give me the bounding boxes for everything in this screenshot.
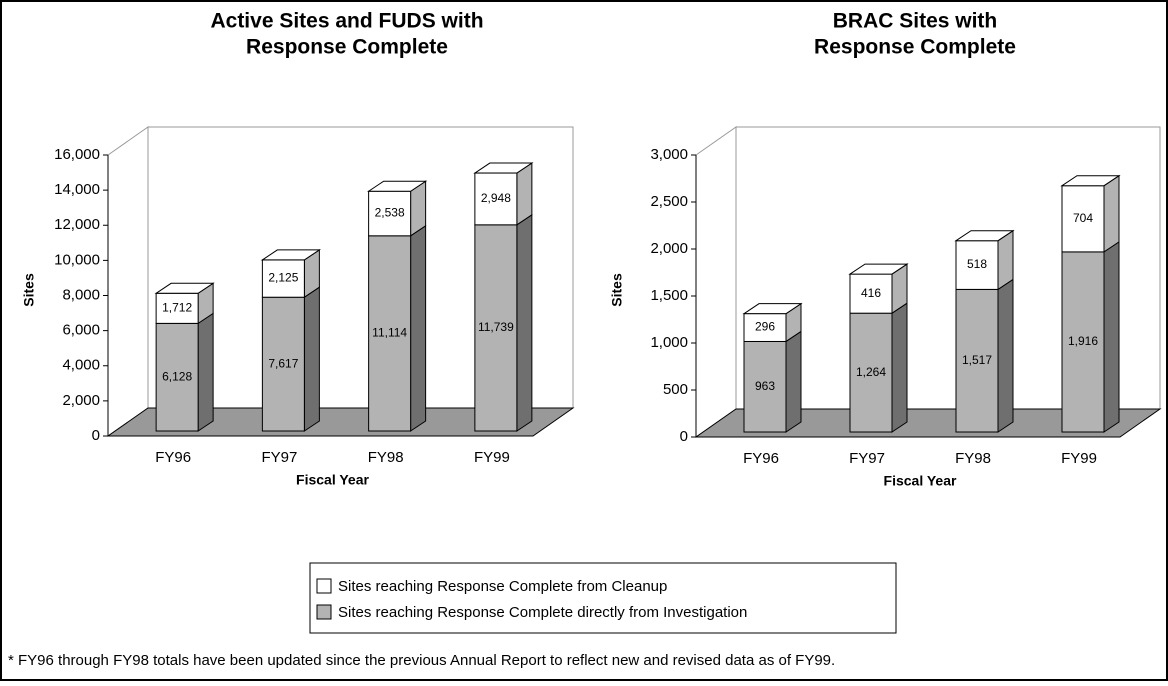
bar-side <box>1103 174 1120 253</box>
y-tick-label: 6,000 <box>62 322 100 339</box>
chart-title: Response Complete <box>246 36 448 59</box>
value-label: 6,128 <box>162 369 192 383</box>
bar <box>1061 251 1105 433</box>
bar-side <box>410 224 427 432</box>
bar <box>261 259 305 298</box>
value-label: 11,114 <box>372 326 407 340</box>
x-axis-title: Fiscal Year <box>296 472 369 488</box>
y-tick-label: 2,500 <box>650 193 688 210</box>
x-tick-label: FY96 <box>743 450 779 467</box>
chart-title: Response Complete <box>814 36 1016 59</box>
bar-side <box>303 286 320 432</box>
bar-side <box>516 162 533 226</box>
bar <box>368 235 412 432</box>
x-tick-label: FY99 <box>474 449 510 466</box>
bar <box>955 240 999 290</box>
back-wall <box>107 126 149 437</box>
y-axis-title: Sites <box>21 273 37 307</box>
value-label: 704 <box>1073 211 1093 225</box>
bar-top <box>260 249 322 261</box>
y-tick-label: 500 <box>663 381 688 398</box>
bar-top <box>154 282 215 294</box>
y-tick-label: 2,000 <box>62 392 100 409</box>
x-tick-label: FY97 <box>849 450 885 467</box>
floor <box>694 408 1162 438</box>
x-tick-label: FY98 <box>955 450 991 467</box>
value-label: 2,125 <box>268 271 298 285</box>
legend-swatch <box>316 604 332 620</box>
value-label: 296 <box>755 320 775 334</box>
y-tick-label: 0 <box>92 427 100 444</box>
y-tick-label: 0 <box>680 428 688 445</box>
y-tick-label: 8,000 <box>62 286 100 303</box>
legend-swatch <box>316 578 332 594</box>
value-label: 1,264 <box>856 365 886 379</box>
y-tick-label: 16,000 <box>54 146 100 163</box>
bar <box>261 296 305 432</box>
bar-top <box>1060 175 1121 187</box>
legend-label: Sites reaching Response Complete from Cl… <box>338 578 667 595</box>
value-label: 2,538 <box>375 206 405 220</box>
bar-top <box>848 263 909 275</box>
floor <box>106 407 575 437</box>
bar-side <box>197 312 214 432</box>
x-tick-label: FY98 <box>368 449 404 466</box>
legend-label: Sites reaching Response Complete directl… <box>338 604 747 621</box>
y-tick-label: 10,000 <box>54 251 100 268</box>
y-tick-label: 12,000 <box>54 216 100 233</box>
value-label: 416 <box>861 286 881 300</box>
y-tick-label: 4,000 <box>62 357 100 374</box>
y-tick-label: 1,500 <box>650 287 688 304</box>
bar-top <box>366 180 428 192</box>
bar <box>955 288 999 433</box>
bar <box>155 292 199 324</box>
y-tick-label: 1,000 <box>650 334 688 351</box>
x-axis-title: Fiscal Year <box>884 473 957 489</box>
chart-title: Active Sites and FUDS with <box>210 10 483 33</box>
bar <box>849 312 893 433</box>
bar-top <box>954 230 1015 242</box>
y-tick-label: 3,000 <box>650 146 688 163</box>
x-tick-label: FY96 <box>155 449 191 466</box>
chart-title: BRAC Sites with <box>833 10 998 33</box>
value-label: 11,739 <box>478 320 514 334</box>
value-label: 1,916 <box>1068 334 1098 348</box>
value-label: 963 <box>755 379 775 393</box>
value-label: 7,617 <box>268 356 298 370</box>
back-wall <box>695 126 737 438</box>
bar-top <box>473 162 534 174</box>
value-label: 1,712 <box>162 301 192 315</box>
value-label: 2,948 <box>481 191 511 205</box>
legend-box <box>309 562 897 634</box>
y-axis-title: Sites <box>609 273 625 307</box>
x-tick-label: FY99 <box>1061 450 1097 467</box>
bar <box>474 224 518 432</box>
bar <box>474 172 518 226</box>
y-tick-label: 14,000 <box>54 181 100 198</box>
bar <box>1061 185 1105 253</box>
y-tick-label: 2,000 <box>650 240 688 257</box>
bar-side <box>1103 240 1120 433</box>
bar <box>155 322 199 432</box>
bar-side <box>516 213 533 432</box>
x-tick-label: FY97 <box>261 449 297 466</box>
bar-top <box>742 303 803 315</box>
value-label: 518 <box>967 257 987 271</box>
bar-side <box>785 330 802 433</box>
bar-side <box>997 278 1014 433</box>
footnote: * FY96 through FY98 totals have been upd… <box>8 652 835 669</box>
value-label: 1,517 <box>962 353 992 367</box>
bar-side <box>891 302 908 433</box>
